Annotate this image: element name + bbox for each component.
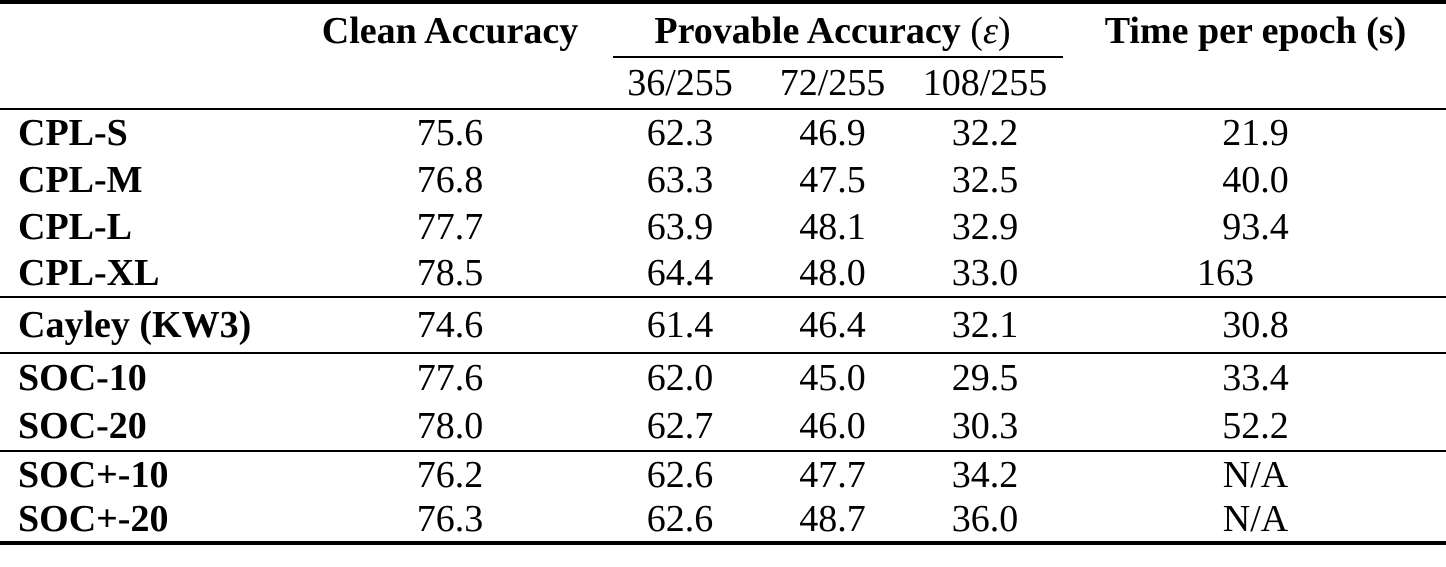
table-row: SOC-10 77.6 62.0 45.0 29.5 33.4 (0, 352, 1446, 402)
clean-accuracy-label: Clean Accuracy (321, 10, 579, 52)
group-soc: SOC-10 77.6 62.0 45.0 29.5 33.4 SOC-20 7… (0, 352, 1446, 451)
epsilon-paren-close: ) (997, 10, 1011, 52)
time-per-epoch-label: Time per epoch (s) (1104, 10, 1407, 52)
cell-provable-108: 32.2 (951, 112, 1019, 154)
subheader-eps-36: 36/255 (600, 58, 760, 110)
time-integer-value: 163 (1197, 252, 1254, 294)
row-label: SOC-10 (0, 352, 300, 402)
table-row: CPL-L 77.7 63.9 48.1 32.9 93.4 (0, 203, 1446, 250)
cell-clean-accuracy: 77.7 (416, 205, 484, 248)
cell-time-per-epoch: 30.8 (1065, 296, 1446, 353)
cell-provable-72: 47.7 (760, 450, 905, 497)
cell-provable-108: 30.3 (951, 405, 1019, 447)
cell-provable-72: 48.0 (799, 252, 866, 294)
cell-provable-36: 63.9 (646, 205, 714, 248)
table-row: Cayley (KW3) 74.6 61.4 46.4 32.1 30.8 (0, 296, 1446, 353)
cell-provable-108: 36.0 (951, 498, 1019, 540)
subheader-cell-empty-clean (300, 58, 600, 110)
column-header-clean-accuracy: Clean Accuracy (300, 2, 600, 58)
subheader-cell-empty-label (0, 58, 300, 110)
cell-provable-36: 63.3 (646, 158, 714, 201)
cell-provable-72: 45.0 (760, 352, 905, 402)
row-label: Cayley (KW3) (0, 296, 300, 353)
cell-time-per-epoch: N/A (1065, 450, 1446, 497)
epsilon-symbol: ε (982, 10, 998, 52)
cell-clean-accuracy: 76.3 (416, 498, 484, 540)
cell-provable-108: 32.9 (951, 205, 1019, 248)
cell-time-per-epoch: 40.0 (1222, 158, 1289, 201)
cell-clean-accuracy: 76.8 (416, 158, 484, 201)
cell-provable-108: 33.0 (951, 252, 1019, 294)
provable-accuracy-label: Provable Accuracy (654, 10, 961, 52)
cell-time-per-epoch: N/A (1222, 498, 1289, 540)
row-label: SOC-20 (18, 405, 147, 447)
cell-clean-accuracy: 75.6 (416, 112, 484, 154)
cmidrule-provable (613, 55, 1063, 58)
cell-provable-36: 62.6 (646, 498, 714, 540)
cell-time-per-epoch: 163 (1065, 250, 1446, 297)
table-row: SOC+-20 76.3 62.6 48.7 36.0 N/A (0, 497, 1446, 543)
header-row-epsilon-values: 36/255 72/255 108/255 (0, 58, 1446, 110)
table-row: CPL-S 75.6 62.3 46.9 32.2 21.9 (0, 109, 1446, 156)
subheader-eps-108: 108/255 (905, 58, 1065, 110)
cell-clean-accuracy: 74.6 (300, 296, 600, 353)
header-row-main: Clean Accuracy Provable Accuracy (ε) Tim… (0, 2, 1446, 58)
cell-provable-36: 61.4 (600, 296, 760, 353)
cell-provable-36: 64.4 (646, 252, 714, 294)
cell-provable-108: 34.2 (905, 450, 1065, 497)
row-label: CPL-XL (18, 252, 160, 294)
cell-clean-accuracy: 77.6 (300, 352, 600, 402)
cell-clean-accuracy: 76.2 (300, 450, 600, 497)
cell-provable-36: 62.0 (600, 352, 760, 402)
group-cpl: CPL-S 75.6 62.3 46.9 32.2 21.9 CPL-M 76.… (0, 109, 1446, 297)
cell-clean-accuracy: 78.5 (416, 252, 484, 294)
cell-provable-108: 32.5 (951, 158, 1019, 201)
row-label: CPL-S (18, 112, 128, 154)
cell-provable-36: 62.7 (646, 405, 714, 447)
results-table: Clean Accuracy Provable Accuracy (ε) Tim… (0, 0, 1446, 545)
cell-time-per-epoch: 21.9 (1222, 112, 1289, 154)
cell-provable-72: 46.4 (760, 296, 905, 353)
group-soc-plus: SOC+-10 76.2 62.6 47.7 34.2 N/A SOC+-20 … (0, 450, 1446, 543)
row-label: CPL-M (18, 158, 143, 201)
column-header-provable-accuracy: Provable Accuracy (ε) (600, 2, 1065, 58)
table-header: Clean Accuracy Provable Accuracy (ε) Tim… (0, 2, 1446, 110)
cell-time-per-epoch: 93.4 (1222, 205, 1289, 248)
cell-provable-72: 46.0 (799, 405, 866, 447)
table-row: SOC-20 78.0 62.7 46.0 30.3 52.2 (0, 402, 1446, 451)
table-row: CPL-M 76.8 63.3 47.5 32.5 40.0 (0, 156, 1446, 203)
subheader-cell-empty-time (1065, 58, 1446, 110)
row-label: SOC+-20 (18, 498, 169, 540)
group-cayley: Cayley (KW3) 74.6 61.4 46.4 32.1 30.8 (0, 296, 1446, 353)
column-header-time-per-epoch: Time per epoch (s) (1065, 2, 1446, 58)
cell-provable-72: 47.5 (799, 158, 866, 201)
cell-provable-108: 32.1 (905, 296, 1065, 353)
cell-provable-72: 48.7 (799, 498, 866, 540)
subheader-eps-72: 72/255 (760, 58, 905, 110)
table-row: SOC+-10 76.2 62.6 47.7 34.2 N/A (0, 450, 1446, 497)
table-row: CPL-XL 78.5 64.4 48.0 33.0 163 (0, 250, 1446, 297)
cell-provable-36: 62.3 (646, 112, 714, 154)
cell-provable-72: 46.9 (799, 112, 866, 154)
row-label: CPL-L (18, 205, 132, 248)
cell-time-per-epoch: 33.4 (1065, 352, 1446, 402)
cell-provable-36: 62.6 (600, 450, 760, 497)
cell-time-per-epoch: 52.2 (1222, 405, 1289, 447)
cell-provable-72: 48.1 (799, 205, 866, 248)
cell-provable-108: 29.5 (905, 352, 1065, 402)
header-cell-empty (0, 2, 300, 58)
row-label: SOC+-10 (0, 450, 300, 497)
epsilon-paren-open: ( (970, 10, 983, 52)
cell-clean-accuracy: 78.0 (416, 405, 484, 447)
